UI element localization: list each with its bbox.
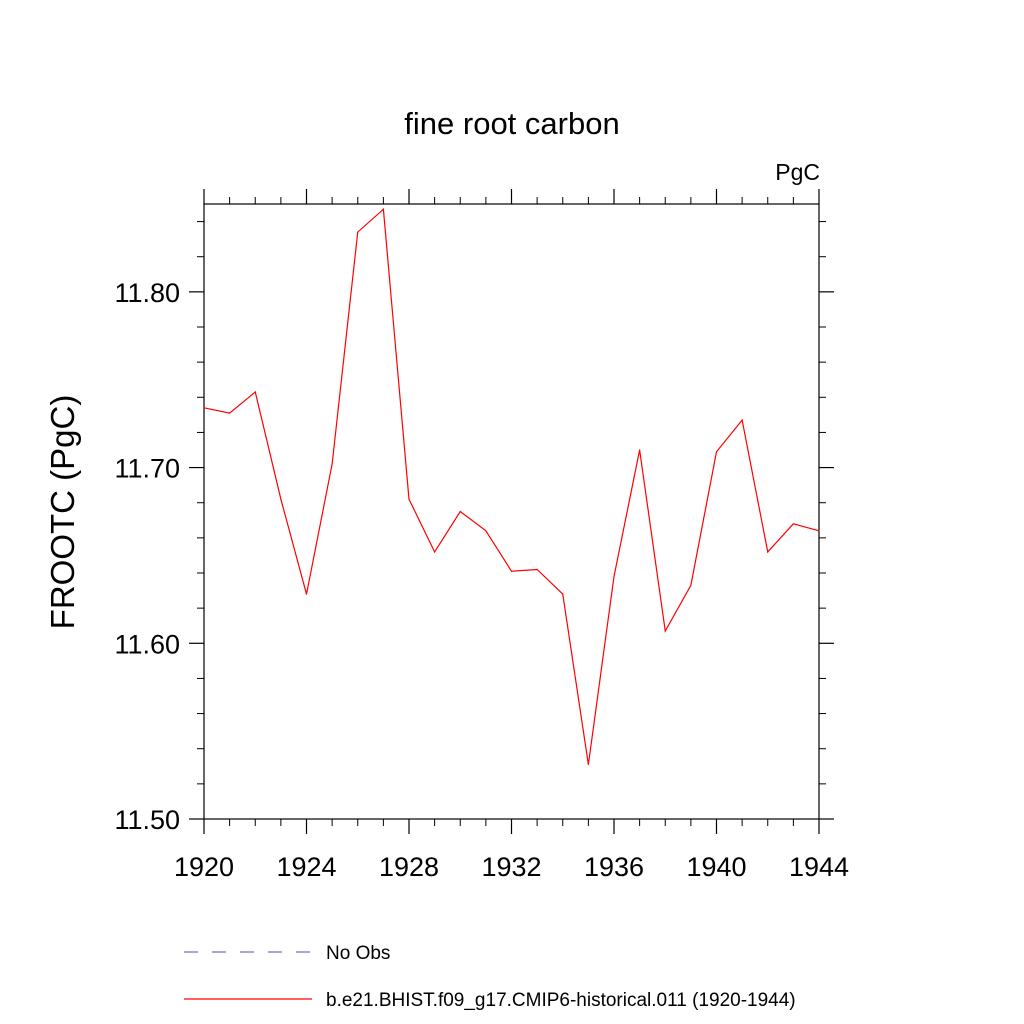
x-tick-label: 1924 [276,852,336,882]
data-point [229,412,231,414]
y-tick-label: 11.60 [114,629,180,659]
data-point [536,568,538,571]
data-point [792,523,794,525]
data-point [613,575,615,578]
data-point [562,593,564,595]
data-point [664,630,666,632]
data-point [767,551,769,553]
series-layer [203,208,820,766]
data-point [357,231,359,233]
data-point [639,449,641,451]
data-point [485,530,487,532]
legend-label: No Obs [326,943,390,964]
x-tick-label: 1928 [379,852,439,882]
data-point [305,593,308,595]
data-point [408,498,410,500]
data-point [715,451,718,453]
x-tick-label: 1944 [789,852,849,882]
data-point [434,551,436,553]
data-point [254,391,256,393]
chart-title: fine root carbon [404,106,619,141]
data-point [587,763,589,766]
data-point [459,510,461,513]
data-point [280,498,282,500]
x-tick-label: 1940 [686,852,746,882]
y-tick-label: 11.80 [114,278,180,308]
y-tick-label: 11.50 [114,805,180,835]
data-point [331,463,333,465]
y-tick-label: 11.70 [114,454,180,484]
data-point [818,530,820,532]
x-tick-label: 1936 [584,852,644,882]
y-axis-label: FROOTC (PgC) [44,395,81,630]
legend-label: b.e21.BHIST.f09_g17.CMIP6-historical.011… [326,990,796,1011]
data-point [382,208,384,210]
data-point [690,584,692,586]
data-point [510,570,513,572]
data-point [203,407,205,409]
x-tick-label: 1932 [481,852,541,882]
units-label: PgC [775,159,820,185]
x-tick-label: 1920 [174,852,234,882]
plot-frame [203,203,820,820]
series-line [203,208,820,765]
legend: No Obs b.e21.BHIST.f09_g17.CMIP6-historic… [184,943,796,1011]
data-point [741,419,743,421]
axis-ticks: 1920 1924 1928 1932 1936 1940 1944 11.50 11.60 11… [114,189,849,882]
